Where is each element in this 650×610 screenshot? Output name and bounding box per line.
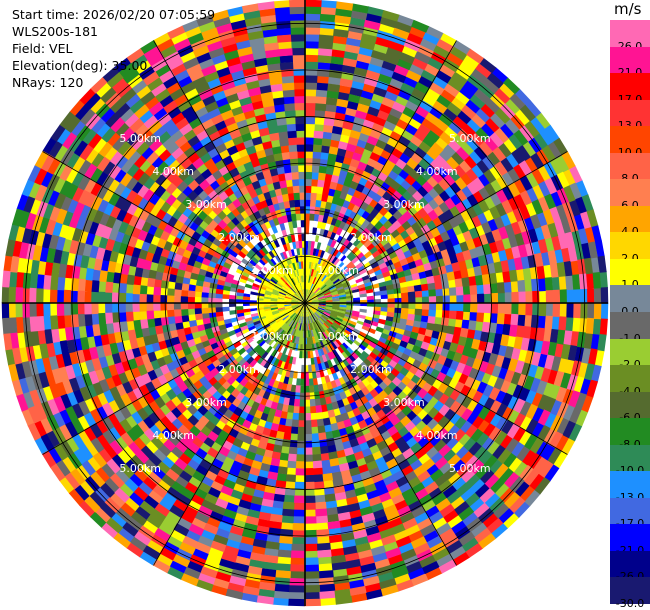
colorbar-segment: [610, 338, 650, 366]
colorbar-segment: [610, 179, 650, 207]
ring-label: 2.00km: [218, 363, 260, 376]
velocity-gate-group: [12, 0, 608, 594]
colorbar-segment: [610, 312, 650, 340]
azimuth-spoke: [304, 151, 568, 304]
ring-label: 1.00km: [317, 264, 359, 277]
colorbar-segment: [610, 99, 650, 127]
field-name: Field: VEL: [12, 41, 73, 56]
ring-label: 4.00km: [416, 429, 458, 442]
colorbar-segment: [610, 46, 650, 74]
colorbar: 26.021.017.013.010.08.06.04.02.01.00.0-1…: [610, 20, 650, 610]
colorbar-segment: [610, 577, 650, 605]
colorbar-segment: [610, 524, 650, 552]
ring-label: 3.00km: [383, 396, 425, 409]
colorbar-segment: [610, 126, 650, 154]
velocity-gate-group: [8, 6, 608, 598]
range-grid: [2, 0, 608, 606]
start-time: Start time: 2026/02/20 07:05:59: [12, 7, 216, 22]
ring-label: 1.00km: [251, 330, 293, 343]
colorbar-segment: [610, 444, 650, 472]
ray-count: NRays: 120: [12, 75, 84, 90]
velocity-gate-group: [222, 220, 388, 386]
ring-label: 4.00km: [152, 429, 194, 442]
ring-label: 3.00km: [185, 396, 227, 409]
colorbar-segment: [610, 73, 650, 101]
colorbar-segment: [610, 258, 650, 286]
colorbar-segment: [610, 205, 650, 233]
plot-info: Start time: 2026/02/20 07:05:59 WLS200s-…: [12, 6, 215, 91]
ring-label: 4.00km: [152, 165, 194, 178]
ring-label: 5.00km: [119, 462, 161, 475]
velocity-gate-group: [14, 34, 609, 600]
azimuth-spoke: [304, 40, 457, 304]
ring-label: 3.00km: [185, 198, 227, 211]
colorbar-segment: [610, 550, 650, 578]
colorbar-segment: [610, 232, 650, 260]
azimuth-spoke: [153, 302, 306, 566]
azimuth-spoke: [304, 302, 568, 455]
velocity-gate-group: [8, 0, 589, 586]
colorbar-unit: m/s: [614, 0, 642, 18]
colorbar-segment: [610, 285, 650, 313]
ring-label: 1.00km: [251, 264, 293, 277]
ring-label: 2.00km: [218, 231, 260, 244]
azimuth-spoke: [42, 302, 306, 455]
colorbar-segment: [610, 152, 650, 180]
elevation: Elevation(deg): 35.00: [12, 58, 148, 73]
ring-labels: 1.00km 1.00km 1.00km 1.00km 2.00km 2.00km 2.00…: [119, 132, 490, 475]
azimuth-spoke: [42, 151, 306, 304]
ring-label: 2.00km: [350, 231, 392, 244]
azimuth-spoke: [304, 302, 457, 566]
ring-label: 5.00km: [119, 132, 161, 145]
colorbar-segment: [610, 497, 650, 525]
colorbar-tick-label: -30.0: [615, 597, 645, 610]
azimuth-spoke: [153, 40, 306, 304]
site-name: WLS200s-181: [12, 24, 98, 39]
ring-label: 5.00km: [449, 132, 491, 145]
velocity-gate-group: [17, 12, 605, 606]
velocity-gate-group: [1, 13, 592, 607]
ring-label: 1.00km: [317, 330, 359, 343]
ring-label: 5.00km: [449, 462, 491, 475]
colorbar-segment: [610, 365, 650, 393]
ring-label: 3.00km: [383, 198, 425, 211]
colorbar-segment: [610, 418, 650, 446]
colorbar-segment: [610, 471, 650, 499]
ring-label: 4.00km: [416, 165, 458, 178]
colorbar-segment: [610, 391, 650, 419]
colorbar-segment: [610, 20, 650, 48]
ppi-plot: 1.00km 1.00km 1.00km 1.00km 2.00km 2.00km 2.00…: [1, 0, 609, 607]
ring-label: 2.00km: [350, 363, 392, 376]
